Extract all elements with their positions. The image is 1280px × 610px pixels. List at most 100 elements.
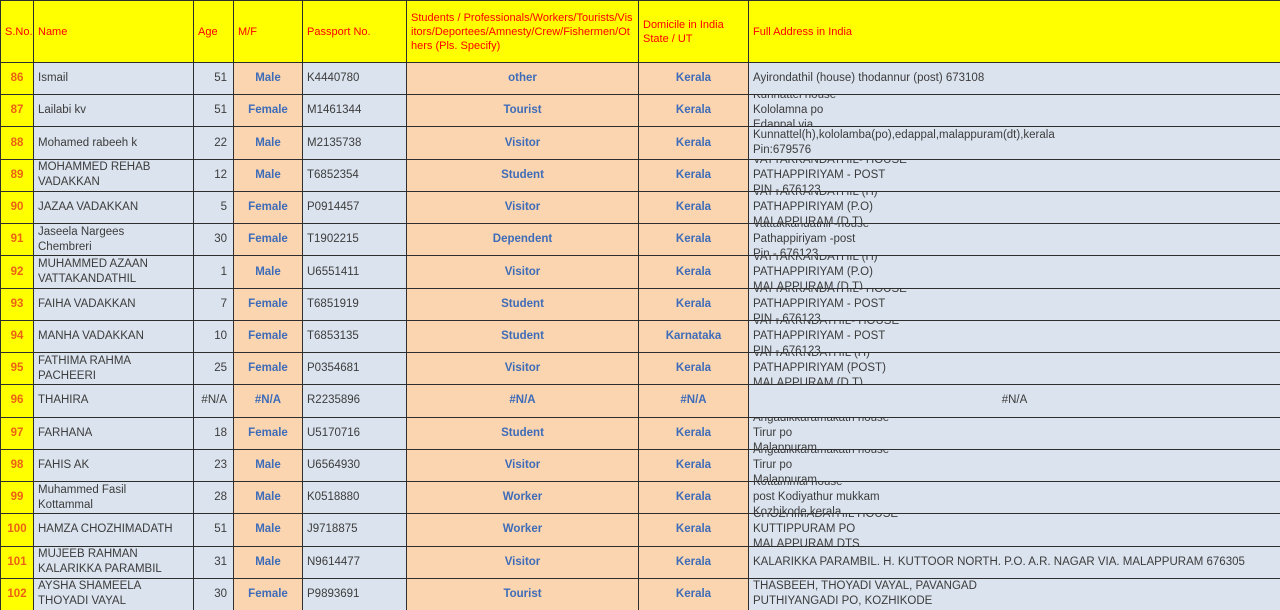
cell-address-row-96[interactable]: #N/A [749,385,1280,418]
cell-address-row-88[interactable]: Kunnattel(h),kololamba(po),edappal,malap… [749,127,1280,160]
cell-name-row-89[interactable]: MOHAMMED REHAB VADAKKAN [34,159,194,192]
cell-domicile-row-102[interactable]: Kerala [639,578,749,610]
cell-mf-row-101[interactable]: Male [234,546,303,579]
cell-category-row-92[interactable]: Visitor [407,256,639,289]
cell-age-row-95[interactable]: 25 [194,353,234,386]
cell-mf-row-94[interactable]: Female [234,320,303,354]
cell-passport-row-88[interactable]: M2135738 [303,127,407,160]
cell-address-row-87[interactable]: Kunnattel house Kololamna po Edappal via [749,95,1280,128]
cell-name-row-87[interactable]: Lailabi kv [34,95,194,128]
cell-age-row-94[interactable]: 10 [194,320,234,354]
cell-category-row-89[interactable]: Student [407,159,639,192]
cell-domicile-row-93[interactable]: Kerala [639,288,749,321]
cell-domicile-row-95[interactable]: Kerala [639,353,749,386]
cell-sno-row-86[interactable]: 86 [1,63,34,96]
cell-name-row-98[interactable]: FAHIS AK [34,449,194,483]
cell-sno-row-92[interactable]: 92 [1,256,34,289]
cell-passport-row-92[interactable]: U6551411 [303,256,407,289]
cell-domicile-row-94[interactable]: Karnataka [639,320,749,354]
cell-category-row-91[interactable]: Dependent [407,224,639,257]
cell-name-row-101[interactable]: MUJEEB RAHMAN KALARIKKA PARAMBIL [34,546,194,579]
cell-category-row-99[interactable]: Worker [407,482,639,515]
cell-passport-row-100[interactable]: J9718875 [303,514,407,547]
cell-domicile-row-100[interactable]: Kerala [639,514,749,547]
cell-address-row-93[interactable]: VATTAKKANDATHIL- HOUSE PATHAPPIRIYAM - P… [749,288,1280,321]
cell-mf-row-102[interactable]: Female [234,578,303,610]
cell-age-row-102[interactable]: 30 [194,578,234,610]
cell-name-row-93[interactable]: FAIHA VADAKKAN [34,288,194,321]
column-header-passport[interactable]: Passport No. [303,1,407,63]
cell-address-row-99[interactable]: Kottammal house post Kodiyathur mukkam K… [749,482,1280,515]
cell-sno-row-102[interactable]: 102 [1,578,34,610]
column-header-address[interactable]: Full Address in India [749,1,1280,63]
cell-domicile-row-87[interactable]: Kerala [639,95,749,128]
cell-sno-row-89[interactable]: 89 [1,159,34,192]
cell-category-row-88[interactable]: Visitor [407,127,639,160]
cell-passport-row-90[interactable]: P0914457 [303,191,407,225]
cell-age-row-87[interactable]: 51 [194,95,234,128]
cell-age-row-86[interactable]: 51 [194,63,234,96]
cell-category-row-87[interactable]: Tourist [407,95,639,128]
cell-name-row-90[interactable]: JAZAA VADAKKAN [34,191,194,225]
cell-sno-row-87[interactable]: 87 [1,95,34,128]
cell-category-row-93[interactable]: Student [407,288,639,321]
cell-mf-row-88[interactable]: Male [234,127,303,160]
cell-mf-row-92[interactable]: Male [234,256,303,289]
cell-name-row-100[interactable]: HAMZA CHOZHIMADATH [34,514,194,547]
cell-age-row-101[interactable]: 31 [194,546,234,579]
cell-passport-row-94[interactable]: T6853135 [303,320,407,354]
column-header-age[interactable]: Age [194,1,234,63]
cell-passport-row-98[interactable]: U6564930 [303,449,407,483]
cell-passport-row-91[interactable]: T1902215 [303,224,407,257]
cell-address-row-101[interactable]: KALARIKKA PARAMBIL. H. KUTTOOR NORTH. P.… [749,546,1280,579]
cell-mf-row-98[interactable]: Male [234,449,303,483]
column-header-mf[interactable]: M/F [234,1,303,63]
cell-category-row-96[interactable]: #N/A [407,385,639,418]
cell-name-row-92[interactable]: MUHAMMED AZAAN VATTAKANDATHIL [34,256,194,289]
cell-passport-row-97[interactable]: U5170716 [303,417,407,450]
cell-mf-row-93[interactable]: Female [234,288,303,321]
cell-sno-row-101[interactable]: 101 [1,546,34,579]
column-header-category[interactable]: Students / Professionals/Workers/Tourist… [407,1,639,63]
cell-address-row-90[interactable]: VATTAKKANDATHIL (H) PATHAPPIRIYAM (P.O) … [749,191,1280,225]
cell-passport-row-86[interactable]: K4440780 [303,63,407,96]
cell-domicile-row-96[interactable]: #N/A [639,385,749,418]
cell-age-row-99[interactable]: 28 [194,482,234,515]
cell-passport-row-93[interactable]: T6851919 [303,288,407,321]
cell-address-row-95[interactable]: VATTAKKNDATHIL (H) PATHAPPIRIYAM (POST) … [749,353,1280,386]
cell-domicile-row-98[interactable]: Kerala [639,449,749,483]
cell-name-row-97[interactable]: FARHANA [34,417,194,450]
cell-name-row-102[interactable]: AYSHA SHAMEELA THOYADI VAYAL [34,578,194,610]
cell-mf-row-96[interactable]: #N/A [234,385,303,418]
cell-passport-row-96[interactable]: R2235896 [303,385,407,418]
cell-domicile-row-86[interactable]: Kerala [639,63,749,96]
column-header-domicile[interactable]: Domicile in India State / UT [639,1,749,63]
cell-passport-row-102[interactable]: P9893691 [303,578,407,610]
cell-sno-row-91[interactable]: 91 [1,224,34,257]
cell-domicile-row-88[interactable]: Kerala [639,127,749,160]
cell-address-row-86[interactable]: Ayirondathil (house) thodannur (post) 67… [749,63,1280,96]
cell-name-row-95[interactable]: FATHIMA RAHMA PACHEERI [34,353,194,386]
cell-address-row-91[interactable]: Vattakkandathil -house Pathappiriyam -po… [749,224,1280,257]
cell-domicile-row-90[interactable]: Kerala [639,191,749,225]
cell-sno-row-100[interactable]: 100 [1,514,34,547]
cell-domicile-row-97[interactable]: Kerala [639,417,749,450]
cell-address-row-100[interactable]: CHOZHIMADATHIL HOUSE KUTTIPPURAM PO MALA… [749,514,1280,547]
cell-age-row-88[interactable]: 22 [194,127,234,160]
cell-category-row-94[interactable]: Student [407,320,639,354]
cell-domicile-row-99[interactable]: Kerala [639,482,749,515]
cell-sno-row-99[interactable]: 99 [1,482,34,515]
cell-sno-row-95[interactable]: 95 [1,353,34,386]
cell-passport-row-101[interactable]: N9614477 [303,546,407,579]
cell-category-row-86[interactable]: other [407,63,639,96]
cell-passport-row-99[interactable]: K0518880 [303,482,407,515]
cell-mf-row-99[interactable]: Male [234,482,303,515]
cell-mf-row-89[interactable]: Male [234,159,303,192]
cell-domicile-row-92[interactable]: Kerala [639,256,749,289]
cell-name-row-94[interactable]: MANHA VADAKKAN [34,320,194,354]
cell-passport-row-87[interactable]: M1461344 [303,95,407,128]
cell-mf-row-97[interactable]: Female [234,417,303,450]
cell-sno-row-88[interactable]: 88 [1,127,34,160]
cell-age-row-97[interactable]: 18 [194,417,234,450]
cell-age-row-100[interactable]: 51 [194,514,234,547]
